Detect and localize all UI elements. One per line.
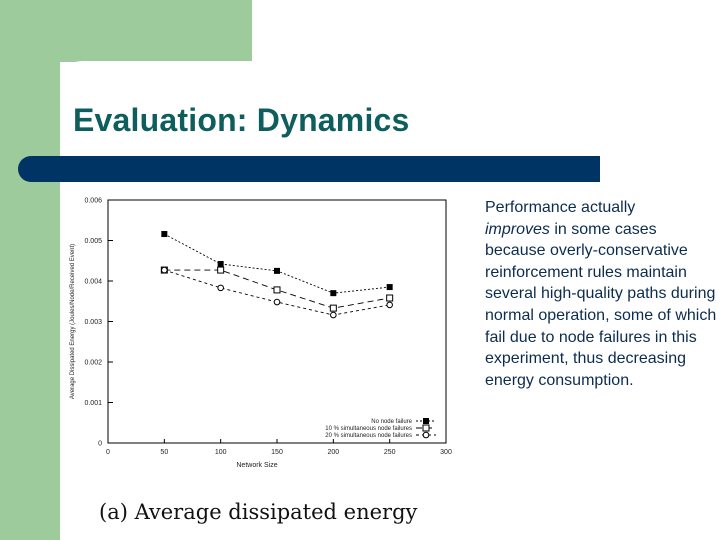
open-square-marker bbox=[217, 266, 225, 274]
filled-square-marker bbox=[386, 284, 393, 291]
open-square-marker bbox=[273, 286, 281, 294]
open-circle-marker bbox=[330, 311, 337, 319]
filled-square-marker bbox=[330, 290, 337, 297]
open-circle-marker bbox=[422, 431, 430, 439]
x-tick-label: 200 bbox=[327, 449, 339, 456]
accent-block-left bbox=[0, 0, 60, 540]
legend-entry-label: 10 % simultaneous node failures bbox=[325, 426, 412, 432]
chart-series bbox=[160, 231, 394, 319]
y-axis-label: Average Dissipated Energy (Joules/Node/R… bbox=[70, 244, 76, 399]
filled-square-marker bbox=[161, 231, 168, 238]
energy-line-chart: 0 50 100 150 200 250 300 0 0.001 0.002 0.003 0.004 0… bbox=[70, 198, 452, 470]
slide-body-text: Performance actually improves in some cas… bbox=[485, 197, 720, 391]
x-tick-label: 0 bbox=[106, 449, 110, 456]
x-tick-label: 50 bbox=[160, 449, 168, 456]
title-underline-bar bbox=[18, 156, 600, 182]
x-tick-label: 300 bbox=[440, 449, 452, 456]
series-line bbox=[161, 266, 393, 319]
body-text-emphasis: improves bbox=[485, 220, 550, 238]
filled-square-marker bbox=[217, 260, 224, 267]
figure-caption: (a) Average dissipated energy bbox=[99, 500, 418, 524]
x-tick-label: 150 bbox=[271, 449, 283, 456]
y-tick-label: 0.005 bbox=[84, 238, 102, 245]
plot-frame bbox=[107, 199, 447, 444]
legend-entry-label: 20 % simultaneous node failures bbox=[325, 433, 412, 439]
filled-square-marker bbox=[274, 267, 280, 274]
y-tick-label: 0.002 bbox=[84, 360, 102, 367]
chart-axes: 0 50 100 150 200 250 300 0 0.001 0.002 0.003 0.004 0… bbox=[70, 198, 452, 470]
open-circle-marker bbox=[217, 284, 224, 292]
y-tick-label: 0.003 bbox=[84, 319, 102, 326]
open-square-marker bbox=[386, 294, 394, 302]
body-text-post: in some cases because overly-conservativ… bbox=[485, 220, 717, 389]
filled-square-marker bbox=[423, 418, 429, 424]
y-tick-label: 0.004 bbox=[84, 279, 102, 286]
open-square-marker bbox=[422, 424, 430, 432]
slide-title: Evaluation: Dynamics bbox=[73, 102, 410, 138]
open-circle-marker bbox=[273, 298, 281, 306]
body-text-pre: Performance actually bbox=[485, 199, 636, 216]
open-circle-marker bbox=[386, 301, 393, 309]
y-tick-label: 0 bbox=[98, 441, 102, 448]
open-circle-marker bbox=[161, 266, 168, 274]
y-tick-label: 0.006 bbox=[84, 198, 102, 205]
x-axis-label: Network Size bbox=[236, 462, 277, 469]
series-line bbox=[161, 231, 393, 297]
x-tick-label: 250 bbox=[384, 449, 396, 456]
legend-entry-label: No node failure bbox=[371, 419, 412, 425]
open-square-marker bbox=[329, 304, 337, 312]
x-tick-label: 100 bbox=[215, 449, 227, 456]
y-tick-label: 0.001 bbox=[84, 400, 102, 407]
